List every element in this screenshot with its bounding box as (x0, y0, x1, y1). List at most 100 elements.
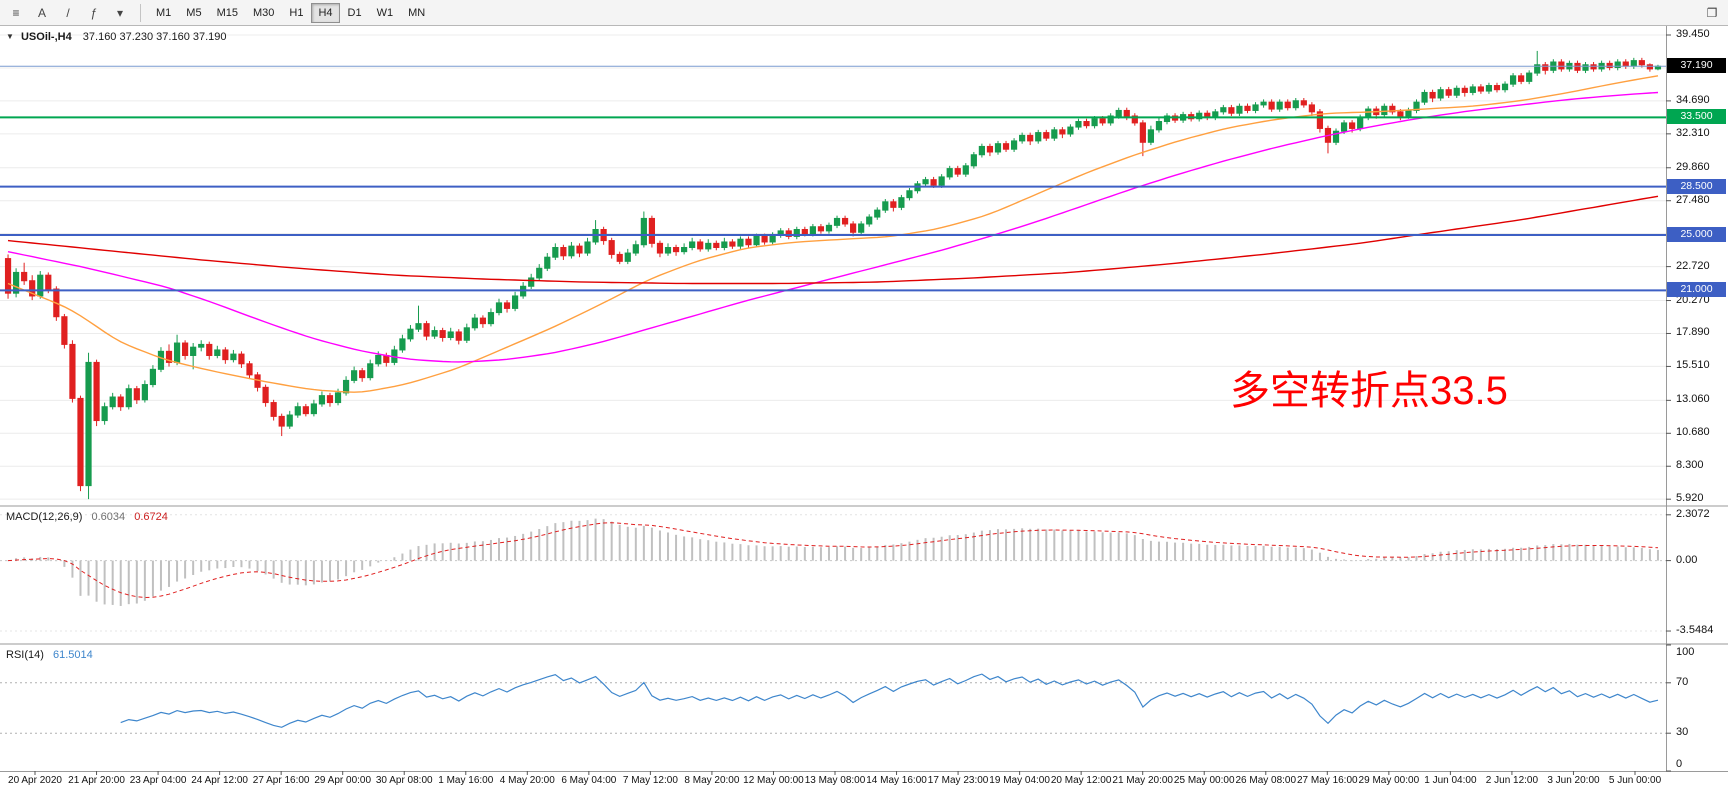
macd-histogram-bar (1391, 557, 1394, 561)
candle-body (1389, 105, 1396, 113)
candle-body (117, 396, 124, 408)
price-axis-label: 5.920 (1676, 492, 1704, 505)
timeframes-dropdown-button[interactable]: ▾ (116, 5, 124, 20)
macd-histogram-bar (1029, 528, 1032, 561)
rsi-axis-label: 100 (1676, 646, 1695, 658)
candle-body (552, 247, 559, 258)
macd-histogram-bar (771, 546, 774, 561)
macd-histogram-bar (626, 526, 629, 561)
candle-body (302, 406, 309, 415)
timeframe-button-h1[interactable]: H1 (289, 6, 304, 19)
candle-body (367, 363, 374, 379)
macd-histogram-bar (594, 518, 597, 561)
macd-histogram-bar (337, 560, 340, 580)
candle-body (1236, 105, 1243, 114)
candle-body (326, 395, 334, 404)
time-axis-label: 23 Apr 04:00 (129, 775, 187, 786)
macd-histogram-bar (1230, 545, 1233, 561)
macd-histogram-bar (1616, 546, 1619, 561)
macd-histogram-bar (779, 546, 782, 561)
macd-histogram-bar (497, 538, 500, 561)
price-axis-label: 15.510 (1676, 359, 1710, 372)
window-restore-button[interactable]: ❐ (1706, 5, 1718, 20)
time-axis-label: 1 May 16:00 (438, 775, 494, 786)
time-axis-label: 17 May 23:00 (927, 775, 989, 786)
macd-histogram-bar (1584, 544, 1587, 561)
candle-body (1558, 61, 1565, 70)
timeframe-button-m5[interactable]: M5 (186, 6, 202, 19)
candle-body (689, 241, 696, 249)
macd-histogram-bar (1463, 549, 1466, 561)
timeframe-button-h4[interactable]: H4 (311, 2, 340, 23)
price-axis-label: 29.860 (1676, 160, 1710, 173)
text-annotation-button[interactable]: A (37, 5, 46, 20)
candle-body (986, 145, 994, 153)
macd-histogram-bar (465, 542, 468, 561)
candle-body (745, 238, 752, 246)
macd-axis-label: 0.00 (1676, 553, 1698, 566)
macd-histogram-bar (433, 543, 436, 561)
candle-body (1300, 100, 1307, 106)
candle-body (479, 317, 486, 325)
macd-histogram-bar (650, 527, 653, 561)
timeframe-button-mn[interactable]: MN (408, 6, 426, 19)
macd-histogram-bar (1278, 546, 1281, 561)
candle-body (1316, 111, 1324, 129)
chart-properties-button[interactable]: ≡ (12, 5, 20, 20)
candle-body (1276, 101, 1283, 110)
candle-body (12, 271, 20, 294)
candle-body (29, 280, 36, 297)
macd-histogram-bar (1254, 546, 1257, 561)
macd-histogram-bar (1479, 549, 1482, 561)
collapse-triangle-icon[interactable]: ▼ (6, 32, 14, 41)
candle-body (1051, 129, 1058, 139)
candle-body (1622, 61, 1629, 67)
macd-histogram-bar (1383, 557, 1386, 561)
macd-histogram-bar (481, 541, 484, 561)
macd-histogram-bar (715, 541, 718, 561)
macd-histogram-bar (1133, 535, 1136, 561)
macd-histogram-bar (119, 560, 122, 606)
chart-annotation-text[interactable]: 多空转折点33.5 (1230, 369, 1508, 413)
candle-body (528, 277, 535, 287)
macd-histogram-bar (1624, 547, 1627, 561)
time-axis-label: 25 May 00:00 (1173, 775, 1235, 786)
timeframe-button-m30[interactable]: M30 (252, 6, 275, 19)
candle-body (656, 242, 664, 254)
ma-orange (7, 75, 1659, 393)
candle-body (809, 226, 816, 235)
candle-body (415, 323, 422, 330)
macd-histogram-bar (1174, 542, 1177, 561)
macd-histogram-bar (658, 530, 661, 561)
candle-body (399, 338, 406, 351)
timeframe-button-w1[interactable]: W1 (376, 6, 394, 19)
macd-histogram-bar (522, 533, 525, 561)
candle-body (1582, 64, 1589, 71)
macd-histogram-bar (964, 534, 967, 561)
macd-histogram-bar (1528, 546, 1531, 561)
time-axis-label: 27 Apr 16:00 (252, 775, 310, 786)
ohlc-values: 37.160 37.230 37.160 37.190 (82, 31, 227, 43)
macd-histogram-bar (1656, 549, 1659, 561)
macd-main-value: 0.6034 (91, 511, 126, 523)
candle-body (697, 241, 704, 250)
macd-histogram-bar (39, 556, 42, 561)
timeframe-button-d1[interactable]: D1 (347, 6, 362, 19)
candle-body (471, 317, 478, 329)
timeframe-button-m15[interactable]: M15 (216, 6, 238, 19)
candle-body (672, 247, 680, 253)
macd-histogram-bar (304, 560, 307, 586)
candle-body (294, 406, 301, 416)
macd-histogram-bar (425, 544, 428, 561)
macd-histogram-bar (506, 537, 509, 561)
indicators-button[interactable]: ƒ (90, 5, 98, 20)
price-axis-label: 27.480 (1676, 193, 1710, 206)
timeframe-buttons: M1 M5 M15 M30 H1 H4 D1 W1 MN (149, 2, 432, 23)
candle-body (1260, 101, 1267, 106)
timeframe-button-m1[interactable]: M1 (156, 6, 172, 19)
ma-red (7, 195, 1659, 285)
time-axis-label: 1 Jun 04:00 (1424, 775, 1477, 786)
trendline-button[interactable]: / (66, 5, 70, 20)
candle-body (334, 392, 342, 404)
